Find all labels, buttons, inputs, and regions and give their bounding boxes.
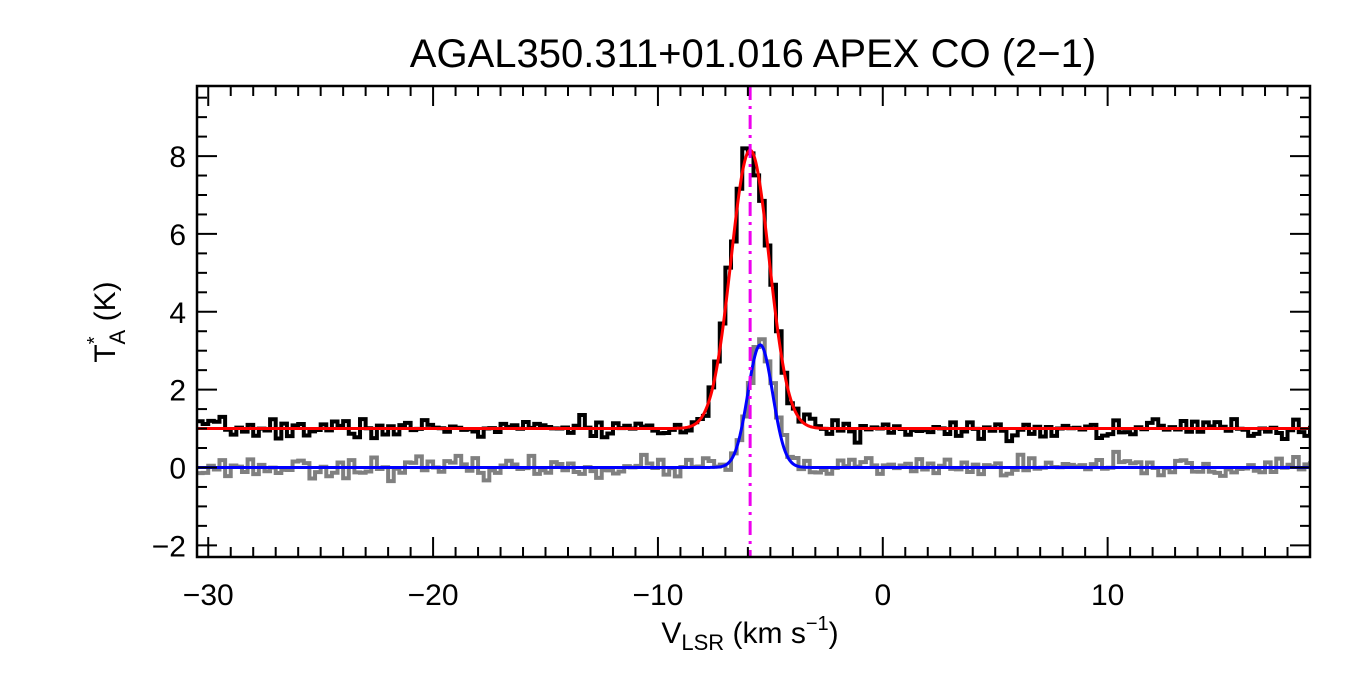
- x-axis-label-units: (km s: [724, 617, 806, 650]
- x-tick-labels: −30 −20 −10 0 10: [183, 579, 1125, 612]
- chart-title: AGAL350.311+01.016 APEX CO (2−1): [410, 32, 1096, 76]
- x-axis-label-sub: LSR: [681, 630, 724, 655]
- x-tick-label: −20: [408, 579, 459, 612]
- observed-spectrum-black: [197, 146, 1310, 445]
- y-tick-labels: −2 0 2 4 6 8: [152, 141, 186, 563]
- y-axis-label-group: T*A (K): [84, 281, 130, 362]
- y-tick-label: −2: [152, 530, 186, 563]
- y-tick-label: 0: [169, 452, 186, 485]
- y-axis-label-sup: *: [84, 336, 106, 344]
- x-tick-label: 0: [874, 579, 891, 612]
- fit-curve-blue: [197, 343, 1309, 469]
- x-tick-label: −30: [183, 579, 234, 612]
- plot-area: [197, 86, 1310, 557]
- y-axis-label-main: T: [89, 344, 122, 362]
- y-tick-label: 8: [169, 141, 186, 174]
- x-axis-label: VLSR (km s−1): [661, 613, 838, 655]
- observed-spectrum-gray: [197, 337, 1310, 484]
- y-tick-label: 6: [169, 219, 186, 252]
- y-tick-label: 4: [169, 297, 186, 330]
- x-axis-label-exp: −1: [806, 613, 829, 635]
- x-axis-label-main: V: [661, 617, 681, 650]
- y-axis-label-units: (K): [89, 281, 122, 329]
- y-axis-label-sub: A: [105, 329, 130, 344]
- fit-curve-red: [197, 148, 1309, 431]
- x-tick-label: 10: [1091, 579, 1124, 612]
- y-tick-label: 2: [169, 375, 186, 408]
- x-axis-label-close: ): [829, 617, 839, 650]
- axis-ticks: [197, 86, 1311, 557]
- x-tick-label: −10: [632, 579, 683, 612]
- plot-frame: [195, 84, 1312, 559]
- y-axis-label: T*A (K): [84, 281, 130, 362]
